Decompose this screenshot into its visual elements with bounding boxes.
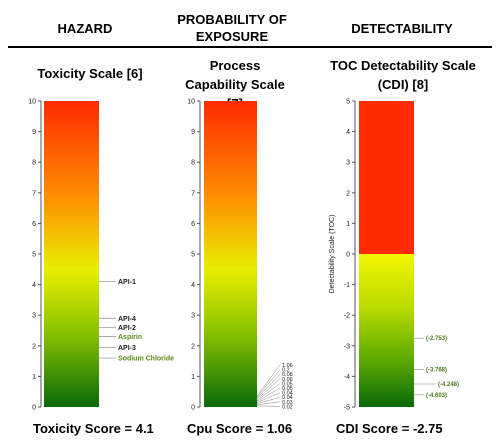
toxicity-marker-label: API-1: [118, 279, 136, 286]
toxicity-tick-label: 9: [32, 129, 36, 136]
process-tick-label: 3: [191, 313, 195, 320]
process-marker-line: [256, 378, 281, 400]
process-marker-line: [256, 405, 281, 407]
cdi-score: CDI Score = -2.75: [336, 421, 443, 436]
toc-marker-label: (-4.248): [438, 382, 459, 388]
toc-axis-label: Detectability Scale (TOC): [329, 215, 336, 294]
header-divider: [8, 46, 492, 48]
toc-tick-label: 5: [346, 99, 350, 106]
toxicity-tick-label: 3: [32, 313, 36, 320]
toxicity-tick-label: 2: [32, 343, 36, 350]
toxicity-score: Toxicity Score = 4.1: [33, 421, 154, 436]
process-marker-label: 0.05: [282, 386, 293, 392]
process-marker-label: 0.04: [282, 391, 293, 397]
toxicity-marker-label: API-2: [118, 325, 136, 332]
toxicity-tick-label: 5: [32, 252, 36, 259]
process-marker-label: 0.05: [282, 381, 293, 387]
process-marker-line: [256, 364, 281, 397]
process-marker-line: [256, 383, 281, 401]
process-tick-label: 10: [187, 99, 195, 106]
detectability-header: DETECTABILITY: [351, 21, 453, 36]
process-tick-label: 2: [191, 343, 195, 350]
process-tick-label: 5: [191, 252, 195, 259]
hazard-header: HAZARD: [57, 21, 113, 36]
toc-tick-label: 4: [346, 129, 350, 136]
toxicity-bar: [44, 101, 99, 407]
toc-tick-label: 3: [346, 160, 350, 167]
toxicity-marker-label: API-3: [118, 345, 136, 352]
toc-tick-label: -2: [344, 313, 350, 320]
process-bar: [204, 101, 257, 407]
toxicity-tick-label: 0: [32, 405, 36, 412]
process-tick-label: 9: [191, 129, 195, 136]
process-tick-label: 1: [191, 374, 195, 381]
toxicity-marker-label: Aspirin: [118, 334, 142, 341]
process-marker-label: 0.2: [282, 368, 290, 374]
process-marker-label: 1.06: [282, 363, 293, 369]
process-tick-label: 7: [191, 190, 195, 197]
toc-bar-lower: [359, 254, 414, 407]
toc-scale-title: TOC Detectability Scale (CDI) [8]: [330, 58, 476, 92]
process-tick-label: 8: [191, 160, 195, 167]
toxicity-tick-label: 10: [28, 99, 36, 106]
toc-tick-label: -4: [344, 374, 350, 381]
process-marker-line: [256, 369, 281, 398]
toc-marker-label: (-2.753): [426, 336, 447, 342]
process-marker-line: [256, 396, 281, 404]
toc-tick-label: -3: [344, 343, 350, 350]
process-marker-label: 0.06: [282, 377, 293, 383]
process-marker-label: 0.08: [282, 372, 293, 378]
toc-tick-label: 0: [346, 252, 350, 259]
toxicity-scale-title: Toxicity Scale [6]: [37, 66, 143, 81]
toxicity-tick-label: 8: [32, 160, 36, 167]
toc-tick-label: -5: [344, 405, 350, 412]
probability-header: PROBABILITY OF EXPOSURE: [177, 12, 287, 44]
toxicity-tick-label: 1: [32, 374, 36, 381]
toc-bar-upper: [359, 101, 414, 254]
cpu-score: Cpu Score = 1.06: [187, 421, 293, 436]
toxicity-tick-label: 7: [32, 190, 36, 197]
toxicity-tick-label: 4: [32, 282, 36, 289]
process-marker-line: [256, 374, 281, 399]
toc-tick-label: -1: [344, 282, 350, 289]
process-marker-line: [256, 401, 281, 406]
toxicity-tick-label: 6: [32, 221, 36, 228]
process-tick-label: 6: [191, 221, 195, 228]
toc-tick-label: 2: [346, 190, 350, 197]
process-marker-label: 0.04: [282, 395, 293, 401]
process-marker-line: [256, 387, 281, 402]
process-marker-label: 0.03: [282, 400, 293, 406]
process-tick-label: 0: [191, 405, 195, 412]
process-marker-label: 0.02: [282, 404, 293, 410]
toxicity-marker-label: Sodium Chloride: [118, 356, 174, 363]
toc-marker-label: (-4.603): [426, 393, 447, 399]
toc-tick-label: 1: [346, 221, 350, 228]
toxicity-marker-label: API-4: [118, 316, 136, 323]
toc-marker-label: (-3.768): [426, 367, 447, 373]
process-marker-line: [256, 392, 281, 403]
process-tick-label: 4: [191, 282, 195, 289]
